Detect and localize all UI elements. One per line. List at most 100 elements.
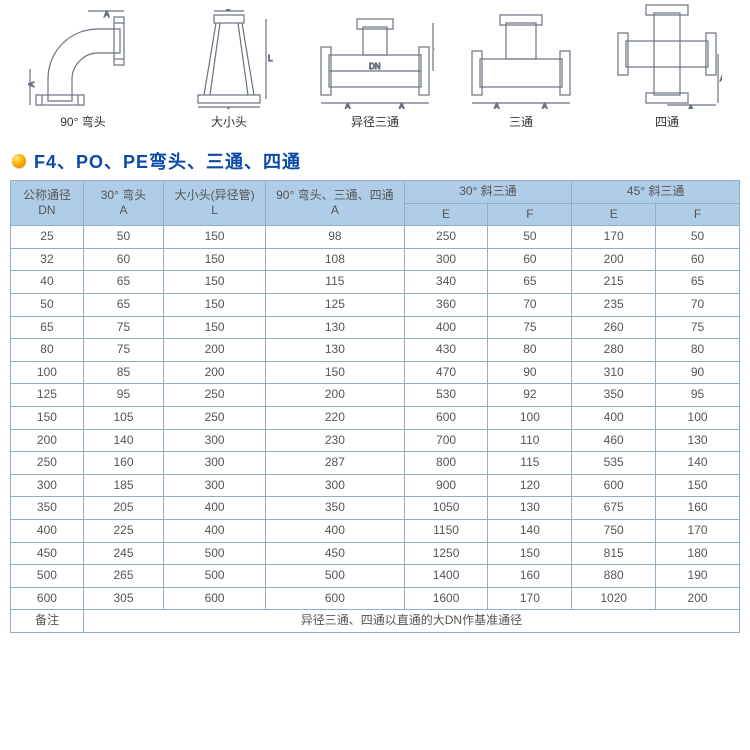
svg-text:A: A: [399, 102, 405, 109]
diagram-reducing-tee: DN A A A 异径三通: [310, 9, 440, 130]
cell-e30: 340: [404, 271, 488, 294]
cell-a90: 108: [266, 248, 405, 271]
table-row: 50651501253607023570: [11, 293, 740, 316]
cell-e45: 170: [572, 226, 656, 249]
cell-e30: 530: [404, 384, 488, 407]
table-row: 5002655005001400160880190: [11, 565, 740, 588]
section-title: F4、PO、PE弯头、三通、四通: [34, 148, 301, 174]
diagram-label: 异径三通: [351, 113, 399, 130]
cell-f30: 140: [488, 519, 572, 542]
cell-e45: 600: [572, 474, 656, 497]
cell-l: 400: [164, 497, 266, 520]
cell-dn: 500: [11, 565, 84, 588]
cell-e30: 1400: [404, 565, 488, 588]
table-row: 200140300230700110460130: [11, 429, 740, 452]
cross-icon: A A: [612, 0, 722, 109]
cell-f45: 190: [656, 565, 740, 588]
diagram-tee: A A 三通: [456, 9, 586, 130]
cell-f45: 180: [656, 542, 740, 565]
cell-dn: 50: [11, 293, 84, 316]
cell-f45: 95: [656, 384, 740, 407]
cell-l: 300: [164, 452, 266, 475]
diagram-reducer: L B A 大小头: [164, 9, 294, 130]
cell-l: 500: [164, 542, 266, 565]
cell-e30: 430: [404, 339, 488, 362]
cell-e30: 800: [404, 452, 488, 475]
cell-a90: 130: [266, 316, 405, 339]
svg-text:A: A: [720, 74, 722, 83]
cell-dn: 80: [11, 339, 84, 362]
cell-l: 150: [164, 316, 266, 339]
cell-f30: 75: [488, 316, 572, 339]
section-title-row: F4、PO、PE弯头、三通、四通: [12, 148, 740, 174]
col-45lat-f: F: [656, 203, 740, 226]
diagram-label: 90° 弯头: [60, 113, 105, 130]
svg-text:DN: DN: [369, 62, 381, 71]
cell-a30: 60: [83, 248, 163, 271]
cell-e45: 215: [572, 271, 656, 294]
cell-a30: 65: [83, 271, 163, 294]
col-45lat-e: E: [572, 203, 656, 226]
cell-a90: 450: [266, 542, 405, 565]
cell-dn: 200: [11, 429, 84, 452]
cell-f45: 60: [656, 248, 740, 271]
cell-e45: 535: [572, 452, 656, 475]
table-row: 80752001304308028080: [11, 339, 740, 362]
table-footnote-row: 备注 异径三通、四通以直通的大DN作基准通径: [11, 610, 740, 633]
col-45lat: 45° 斜三通: [572, 181, 740, 204]
cell-dn: 350: [11, 497, 84, 520]
cell-e30: 360: [404, 293, 488, 316]
table-row: 32601501083006020060: [11, 248, 740, 271]
cell-a90: 600: [266, 587, 405, 610]
cell-a30: 85: [83, 361, 163, 384]
cell-e30: 700: [404, 429, 488, 452]
cell-a30: 75: [83, 316, 163, 339]
cell-f30: 70: [488, 293, 572, 316]
cell-e30: 600: [404, 406, 488, 429]
cell-a90: 220: [266, 406, 405, 429]
table-row: 3502054003501050130675160: [11, 497, 740, 520]
col-90tee: 90° 弯头、三通、四通A: [266, 181, 405, 226]
cell-f45: 150: [656, 474, 740, 497]
cell-f45: 160: [656, 497, 740, 520]
cell-e30: 900: [404, 474, 488, 497]
cell-f30: 80: [488, 339, 572, 362]
col-dn: 公称通径DN: [11, 181, 84, 226]
elbow-icon: A A: [28, 9, 138, 109]
cell-a30: 305: [83, 587, 163, 610]
cell-dn: 300: [11, 474, 84, 497]
cell-dn: 65: [11, 316, 84, 339]
table-row: 60030560060016001701020200: [11, 587, 740, 610]
cell-f30: 120: [488, 474, 572, 497]
cell-l: 150: [164, 226, 266, 249]
diagram-cross: A A 四通: [602, 0, 732, 130]
cell-l: 150: [164, 293, 266, 316]
cell-a30: 50: [83, 226, 163, 249]
cell-e45: 460: [572, 429, 656, 452]
table-row: 125952502005309235095: [11, 384, 740, 407]
svg-text:A: A: [688, 104, 694, 109]
col-30elbow: 30° 弯头A: [83, 181, 163, 226]
table-row: 2550150982505017050: [11, 226, 740, 249]
cell-e45: 1020: [572, 587, 656, 610]
cell-f30: 115: [488, 452, 572, 475]
cell-l: 400: [164, 519, 266, 542]
cell-e30: 250: [404, 226, 488, 249]
cell-f45: 50: [656, 226, 740, 249]
svg-text:A: A: [494, 102, 500, 109]
table-row: 150105250220600100400100: [11, 406, 740, 429]
cell-f30: 100: [488, 406, 572, 429]
cell-e30: 1600: [404, 587, 488, 610]
spec-table: 公称通径DN 30° 弯头A 大小头(异径管)L 90° 弯头、三通、四通A 3…: [10, 180, 740, 633]
cell-a90: 125: [266, 293, 405, 316]
cell-dn: 100: [11, 361, 84, 384]
cell-l: 150: [164, 248, 266, 271]
cell-f30: 150: [488, 542, 572, 565]
cell-dn: 250: [11, 452, 84, 475]
cell-e45: 815: [572, 542, 656, 565]
cell-f30: 170: [488, 587, 572, 610]
svg-text:B: B: [226, 9, 231, 12]
svg-text:A: A: [226, 108, 231, 109]
cell-l: 300: [164, 429, 266, 452]
cell-dn: 400: [11, 519, 84, 542]
